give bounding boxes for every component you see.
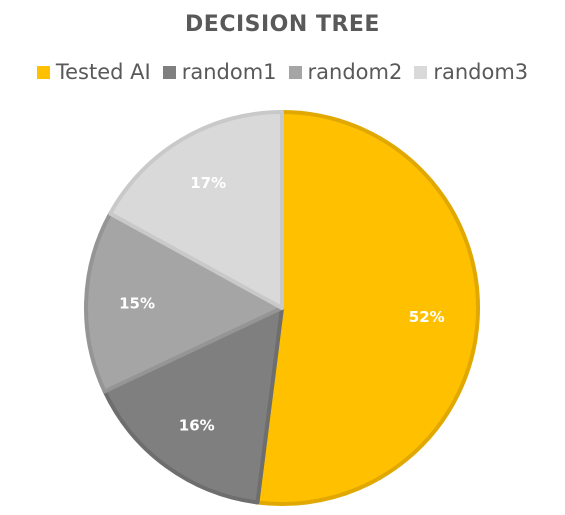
legend-item-1: random1 — [162, 60, 277, 84]
slice-label-3: 17% — [190, 174, 226, 192]
legend-label-0: Tested AI — [55, 60, 151, 84]
legend-swatch-3 — [414, 65, 428, 79]
legend-item-2: random2 — [288, 60, 403, 84]
legend-label-1: random1 — [181, 60, 277, 84]
pie-slice-1 — [102, 306, 284, 505]
legend-label-2: random2 — [307, 60, 403, 84]
legend-swatch-0 — [36, 65, 50, 79]
slice-label-2: 15% — [119, 294, 155, 312]
legend-item-0: Tested AI — [36, 60, 151, 84]
chart-legend: Tested AI random1 random2 random3 — [0, 60, 565, 84]
legend-swatch-2 — [288, 65, 302, 79]
slice-label-1: 16% — [179, 416, 215, 434]
legend-item-3: random3 — [414, 60, 528, 84]
pie-slice-0 — [255, 110, 480, 506]
pie-slice-2 — [84, 211, 284, 394]
pie-slice-3 — [108, 110, 284, 310]
legend-swatch-1 — [162, 65, 176, 79]
chart-title: DECISION TREE — [185, 12, 380, 37]
slice-label-0: 52% — [409, 308, 445, 326]
legend-label-3: random3 — [433, 60, 529, 84]
